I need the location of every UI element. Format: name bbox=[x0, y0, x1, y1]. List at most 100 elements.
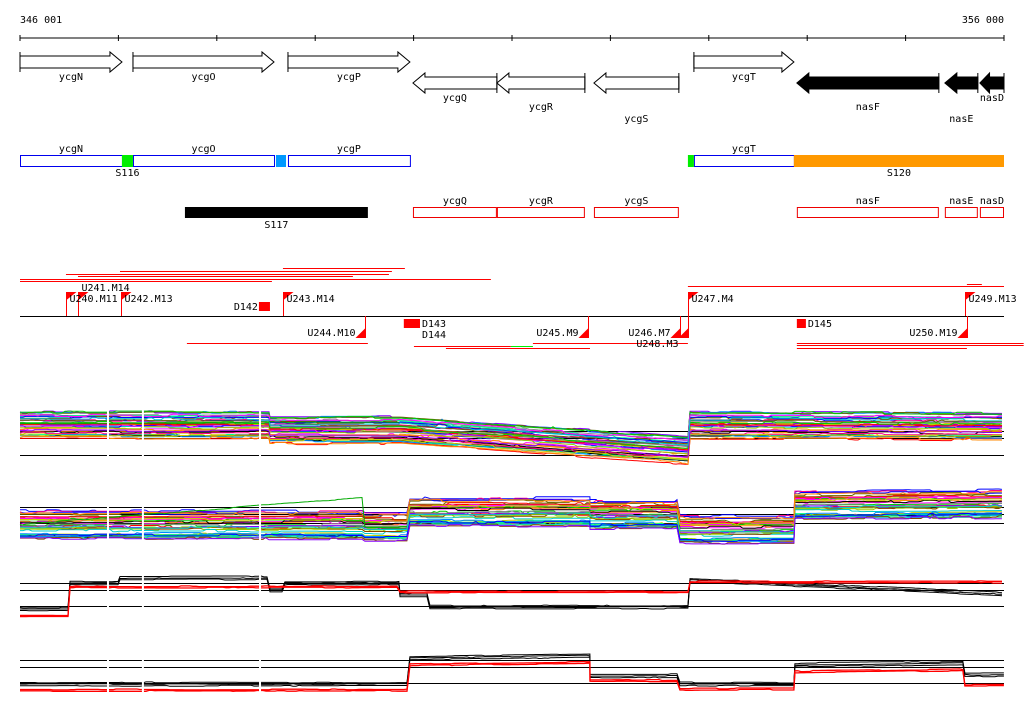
gene-label: ycgO bbox=[191, 72, 215, 83]
profile-line bbox=[20, 417, 1003, 446]
operon-gene-label: nasF bbox=[856, 196, 880, 207]
gene-label: ycgN bbox=[59, 72, 83, 83]
profile-line bbox=[20, 505, 1003, 536]
profile-line-black bbox=[20, 656, 1004, 687]
operon-segment bbox=[121, 155, 133, 167]
marker-label: U248.M3 bbox=[636, 339, 678, 350]
profile-line bbox=[20, 497, 1003, 526]
operon-box bbox=[287, 155, 411, 167]
profile-gap bbox=[259, 478, 262, 546]
profile-gap bbox=[259, 570, 262, 620]
profile-line-red bbox=[20, 581, 1002, 618]
gene-label: nasD bbox=[980, 93, 1004, 104]
marker-label: U242.M13 bbox=[125, 294, 173, 305]
profile-line bbox=[20, 511, 1002, 541]
operon-segment-label: S116 bbox=[115, 168, 139, 179]
profile-gap bbox=[106, 478, 109, 546]
gene-arrow-ycgQ bbox=[412, 71, 498, 95]
operon-segment bbox=[687, 155, 694, 167]
profile-line-red bbox=[20, 580, 1002, 617]
marker-label: U244.M10 bbox=[307, 328, 355, 339]
profile-line-black bbox=[20, 654, 1004, 686]
profile-line-red bbox=[20, 660, 1004, 691]
operon-track-reverse: S117 ycgQ ycgR ycgS nasF nasE nasD bbox=[184, 196, 1004, 231]
profile-line bbox=[19, 421, 399, 425]
marker-flag-icon bbox=[957, 328, 968, 338]
gene-arrow-ycgO bbox=[132, 50, 275, 74]
profile-line bbox=[20, 421, 1002, 449]
gene-label: ycgR bbox=[529, 102, 554, 113]
profile-line bbox=[20, 429, 1002, 458]
profile-line bbox=[20, 503, 1002, 534]
gene-label: nasF bbox=[856, 102, 880, 113]
feature-box-label: D145 bbox=[808, 319, 832, 330]
profile-gap bbox=[106, 650, 109, 705]
operon-box bbox=[412, 207, 497, 218]
operon-segment-label: S120 bbox=[887, 168, 911, 179]
marker-flag-icon bbox=[688, 292, 699, 300]
profile-line bbox=[20, 426, 1003, 455]
marker-flag-icon bbox=[66, 292, 77, 300]
profile-line bbox=[20, 514, 1002, 544]
ruler-start-label: 346 001 bbox=[20, 15, 62, 26]
marker-flag-icon bbox=[678, 328, 689, 338]
operon-gene-label: ycgP bbox=[337, 144, 361, 155]
profile-line bbox=[20, 504, 1002, 534]
marker-label: U240.M11 bbox=[70, 294, 118, 305]
profile-line bbox=[20, 418, 1002, 446]
profile-line-black bbox=[19, 575, 1003, 609]
feature-box bbox=[403, 319, 420, 328]
operon-segment-label: S117 bbox=[264, 220, 288, 231]
operon-box bbox=[693, 155, 795, 167]
marker-flag-icon bbox=[283, 292, 294, 300]
profile-line bbox=[20, 499, 1002, 529]
operon-box bbox=[132, 155, 275, 167]
gene-label: nasE bbox=[949, 114, 973, 125]
marker-label: U241.M14 bbox=[82, 283, 130, 294]
profile-gap bbox=[141, 478, 144, 546]
profile-line bbox=[20, 516, 1002, 545]
operon-gene-label: nasD bbox=[980, 196, 1004, 207]
gene-arrow-nasD bbox=[979, 71, 1005, 95]
profile-line-red bbox=[20, 662, 1004, 692]
marker-label: U247.M4 bbox=[692, 294, 734, 305]
profile-line bbox=[19, 496, 407, 528]
profile-line-black bbox=[20, 577, 1003, 610]
operon-box bbox=[944, 207, 978, 218]
gene-arrow-ycgT bbox=[693, 50, 795, 74]
gene-arrow-nasF bbox=[796, 71, 940, 95]
feature-box-label: D143 bbox=[422, 319, 446, 330]
profile-gap bbox=[141, 570, 144, 620]
marker-flag-icon bbox=[670, 328, 681, 338]
operon-box bbox=[496, 207, 585, 218]
operon-gene-label: ycgO bbox=[191, 144, 215, 155]
profile-line bbox=[19, 502, 1002, 532]
profile-line-black bbox=[20, 578, 1003, 612]
operon-gene-label: ycgT bbox=[732, 144, 756, 155]
marker-flag-icon bbox=[965, 292, 976, 300]
profile-gap bbox=[259, 400, 262, 462]
profile-line bbox=[19, 431, 1002, 458]
profile-line bbox=[20, 494, 1002, 524]
profile-line bbox=[20, 414, 1002, 442]
profile-line-black bbox=[20, 653, 1004, 684]
profile-line bbox=[20, 433, 1002, 461]
operon-box bbox=[593, 207, 679, 218]
operon-box bbox=[979, 207, 1004, 218]
expression-profiles bbox=[19, 400, 1004, 705]
operon-gene-label: nasE bbox=[949, 196, 973, 207]
operon-segment bbox=[275, 155, 287, 167]
profile-line bbox=[20, 508, 1002, 537]
operon-gene-label: ycgS bbox=[624, 196, 648, 207]
marker-label: U250.M19 bbox=[909, 328, 957, 339]
marker-flag-icon bbox=[121, 292, 132, 300]
ruler-end-label: 356 000 bbox=[962, 15, 1004, 26]
gene-track: ycgN ycgO ycgP ycgQ ycgR ycgS ycgT nasF nasE nasD bbox=[19, 50, 1005, 125]
gene-arrow-ycgP bbox=[287, 50, 411, 74]
marker-flag-icon bbox=[355, 328, 366, 338]
profile-gap bbox=[141, 400, 144, 462]
gene-arrow-ycgS bbox=[593, 71, 680, 95]
feature-box bbox=[796, 319, 806, 328]
operon-box bbox=[20, 155, 123, 167]
